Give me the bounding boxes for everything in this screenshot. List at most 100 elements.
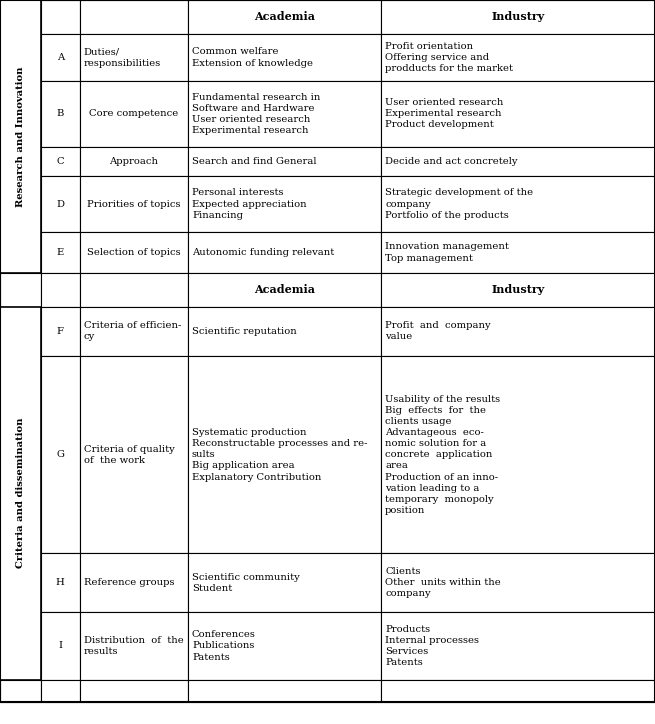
Bar bbox=[80, 273, 188, 306]
Bar bbox=[80, 680, 188, 702]
Bar bbox=[80, 176, 188, 232]
Bar bbox=[188, 0, 381, 34]
Bar bbox=[188, 34, 381, 81]
Bar bbox=[381, 176, 655, 232]
Bar bbox=[0, 306, 41, 356]
Bar bbox=[80, 612, 188, 680]
Bar bbox=[0, 273, 41, 306]
Bar bbox=[41, 306, 80, 356]
Bar bbox=[188, 680, 381, 702]
Bar bbox=[41, 176, 80, 232]
Text: B: B bbox=[56, 109, 64, 118]
Bar bbox=[80, 306, 188, 356]
Bar bbox=[80, 34, 188, 81]
Text: Autonomic funding relevant: Autonomic funding relevant bbox=[192, 248, 334, 257]
Bar bbox=[381, 34, 655, 81]
Bar bbox=[188, 306, 381, 356]
Text: Personal interests
Expected appreciation
Financing: Personal interests Expected appreciation… bbox=[192, 188, 307, 219]
Text: Fundamental research in
Software and Hardware
User oriented research
Experimenta: Fundamental research in Software and Har… bbox=[192, 93, 320, 135]
Text: Academia: Academia bbox=[254, 12, 315, 22]
Bar bbox=[188, 176, 381, 232]
Text: Profit  and  company
value: Profit and company value bbox=[385, 321, 491, 342]
Bar bbox=[0, 34, 41, 81]
Text: I: I bbox=[58, 641, 62, 650]
Bar bbox=[0, 356, 41, 553]
Text: Priorities of topics: Priorities of topics bbox=[87, 200, 181, 209]
Text: Selection of topics: Selection of topics bbox=[87, 248, 181, 257]
Bar bbox=[41, 81, 80, 146]
Text: Duties/
responsibilities: Duties/ responsibilities bbox=[84, 48, 161, 67]
Bar bbox=[80, 0, 188, 34]
Bar bbox=[381, 232, 655, 273]
Bar bbox=[381, 612, 655, 680]
Text: G: G bbox=[56, 450, 64, 459]
Bar bbox=[80, 232, 188, 273]
Bar bbox=[381, 81, 655, 146]
Bar bbox=[188, 553, 381, 612]
Bar bbox=[80, 553, 188, 612]
Bar bbox=[0, 0, 41, 273]
Bar bbox=[41, 34, 80, 81]
Bar bbox=[41, 680, 80, 702]
Bar bbox=[0, 146, 41, 176]
Text: Core competence: Core competence bbox=[89, 109, 179, 118]
Text: Criteria of efficien-
cy: Criteria of efficien- cy bbox=[84, 321, 181, 342]
Text: Approach: Approach bbox=[109, 156, 159, 166]
Bar bbox=[188, 146, 381, 176]
Bar bbox=[41, 146, 80, 176]
Bar bbox=[41, 356, 80, 553]
Text: Search and find General: Search and find General bbox=[192, 156, 316, 166]
Bar bbox=[0, 0, 41, 34]
Bar bbox=[0, 232, 41, 273]
Text: Innovation management
Top management: Innovation management Top management bbox=[385, 243, 509, 263]
Text: Criteria and dissemination: Criteria and dissemination bbox=[16, 418, 25, 568]
Bar bbox=[0, 553, 41, 612]
Text: H: H bbox=[56, 578, 65, 587]
Bar bbox=[381, 146, 655, 176]
Text: Reference groups: Reference groups bbox=[84, 578, 174, 587]
Bar bbox=[41, 232, 80, 273]
Text: Criteria of quality
of  the work: Criteria of quality of the work bbox=[84, 445, 175, 465]
Bar bbox=[0, 176, 41, 232]
Bar bbox=[41, 612, 80, 680]
Bar bbox=[188, 81, 381, 146]
Bar bbox=[381, 273, 655, 306]
Text: C: C bbox=[56, 156, 64, 166]
Bar bbox=[41, 553, 80, 612]
Text: User oriented research
Experimental research
Product development: User oriented research Experimental rese… bbox=[385, 98, 504, 130]
Bar bbox=[381, 553, 655, 612]
Text: Distribution  of  the
results: Distribution of the results bbox=[84, 636, 183, 656]
Text: Industry: Industry bbox=[491, 12, 545, 22]
Text: Conferences
Publications
Patents: Conferences Publications Patents bbox=[192, 631, 256, 662]
Bar bbox=[0, 680, 41, 702]
Text: Industry: Industry bbox=[491, 285, 545, 295]
Text: D: D bbox=[56, 200, 64, 209]
Text: Research and Innovation: Research and Innovation bbox=[16, 66, 25, 206]
Bar bbox=[381, 306, 655, 356]
Bar bbox=[41, 0, 80, 34]
Text: Common welfare
Extension of knowledge: Common welfare Extension of knowledge bbox=[192, 48, 313, 67]
Text: Clients
Other  units within the
company: Clients Other units within the company bbox=[385, 567, 501, 599]
Bar bbox=[188, 356, 381, 553]
Bar bbox=[188, 273, 381, 306]
Bar bbox=[80, 81, 188, 146]
Text: Scientific reputation: Scientific reputation bbox=[192, 327, 297, 336]
Text: Products
Internal processes
Services
Patents: Products Internal processes Services Pat… bbox=[385, 625, 479, 667]
Bar bbox=[188, 232, 381, 273]
Bar bbox=[0, 81, 41, 146]
Text: Systematic production
Reconstructable processes and re-
sults
Big application ar: Systematic production Reconstructable pr… bbox=[192, 428, 367, 481]
Text: Profit orientation
Offering service and
prodducts for the market: Profit orientation Offering service and … bbox=[385, 42, 514, 73]
Text: Usability of the results
Big  effects  for  the
clients usage
Advantageous  eco-: Usability of the results Big effects for… bbox=[385, 395, 500, 515]
Bar bbox=[0, 612, 41, 680]
Bar bbox=[381, 0, 655, 34]
Text: A: A bbox=[56, 53, 64, 62]
Text: Decide and act concretely: Decide and act concretely bbox=[385, 156, 517, 166]
Bar bbox=[41, 273, 80, 306]
Bar bbox=[188, 612, 381, 680]
Bar bbox=[381, 356, 655, 553]
Text: F: F bbox=[57, 327, 64, 336]
Text: E: E bbox=[56, 248, 64, 257]
Bar bbox=[80, 356, 188, 553]
Bar bbox=[80, 146, 188, 176]
Bar bbox=[0, 306, 41, 680]
